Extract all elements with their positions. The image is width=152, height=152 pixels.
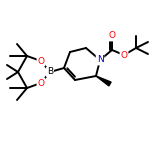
Text: O: O (109, 31, 116, 40)
Polygon shape (96, 76, 111, 86)
Text: O: O (38, 78, 45, 88)
Text: O: O (38, 57, 45, 66)
Text: O: O (121, 50, 128, 59)
Text: N: N (97, 55, 103, 64)
Text: B: B (47, 67, 53, 76)
